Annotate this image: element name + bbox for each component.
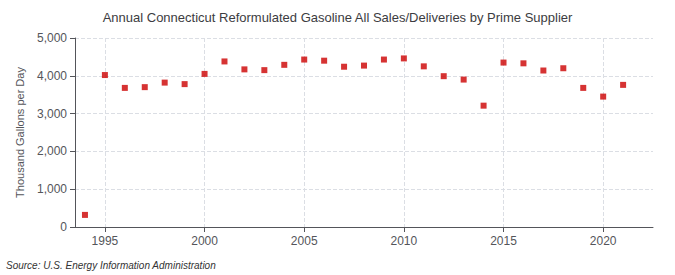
svg-text:5,000: 5,000 [37, 31, 67, 45]
svg-text:1995: 1995 [92, 234, 119, 248]
svg-text:2020: 2020 [590, 234, 617, 248]
svg-text:2000: 2000 [191, 234, 218, 248]
svg-text:Annual Connecticut Reformulate: Annual Connecticut Reformulated Gasoline… [103, 10, 573, 25]
svg-text:2,000: 2,000 [37, 144, 67, 158]
svg-text:2010: 2010 [391, 234, 418, 248]
svg-text:1,000: 1,000 [37, 182, 67, 196]
svg-text:2015: 2015 [490, 234, 517, 248]
svg-text:2005: 2005 [291, 234, 318, 248]
svg-text:3,000: 3,000 [37, 107, 67, 121]
svg-text:Source: U.S. Energy Informatio: Source: U.S. Energy Information Administ… [6, 260, 216, 271]
svg-text:Thousand Gallons per Day: Thousand Gallons per Day [14, 67, 26, 198]
svg-text:0: 0 [60, 220, 67, 234]
svg-text:4,000: 4,000 [37, 69, 67, 83]
